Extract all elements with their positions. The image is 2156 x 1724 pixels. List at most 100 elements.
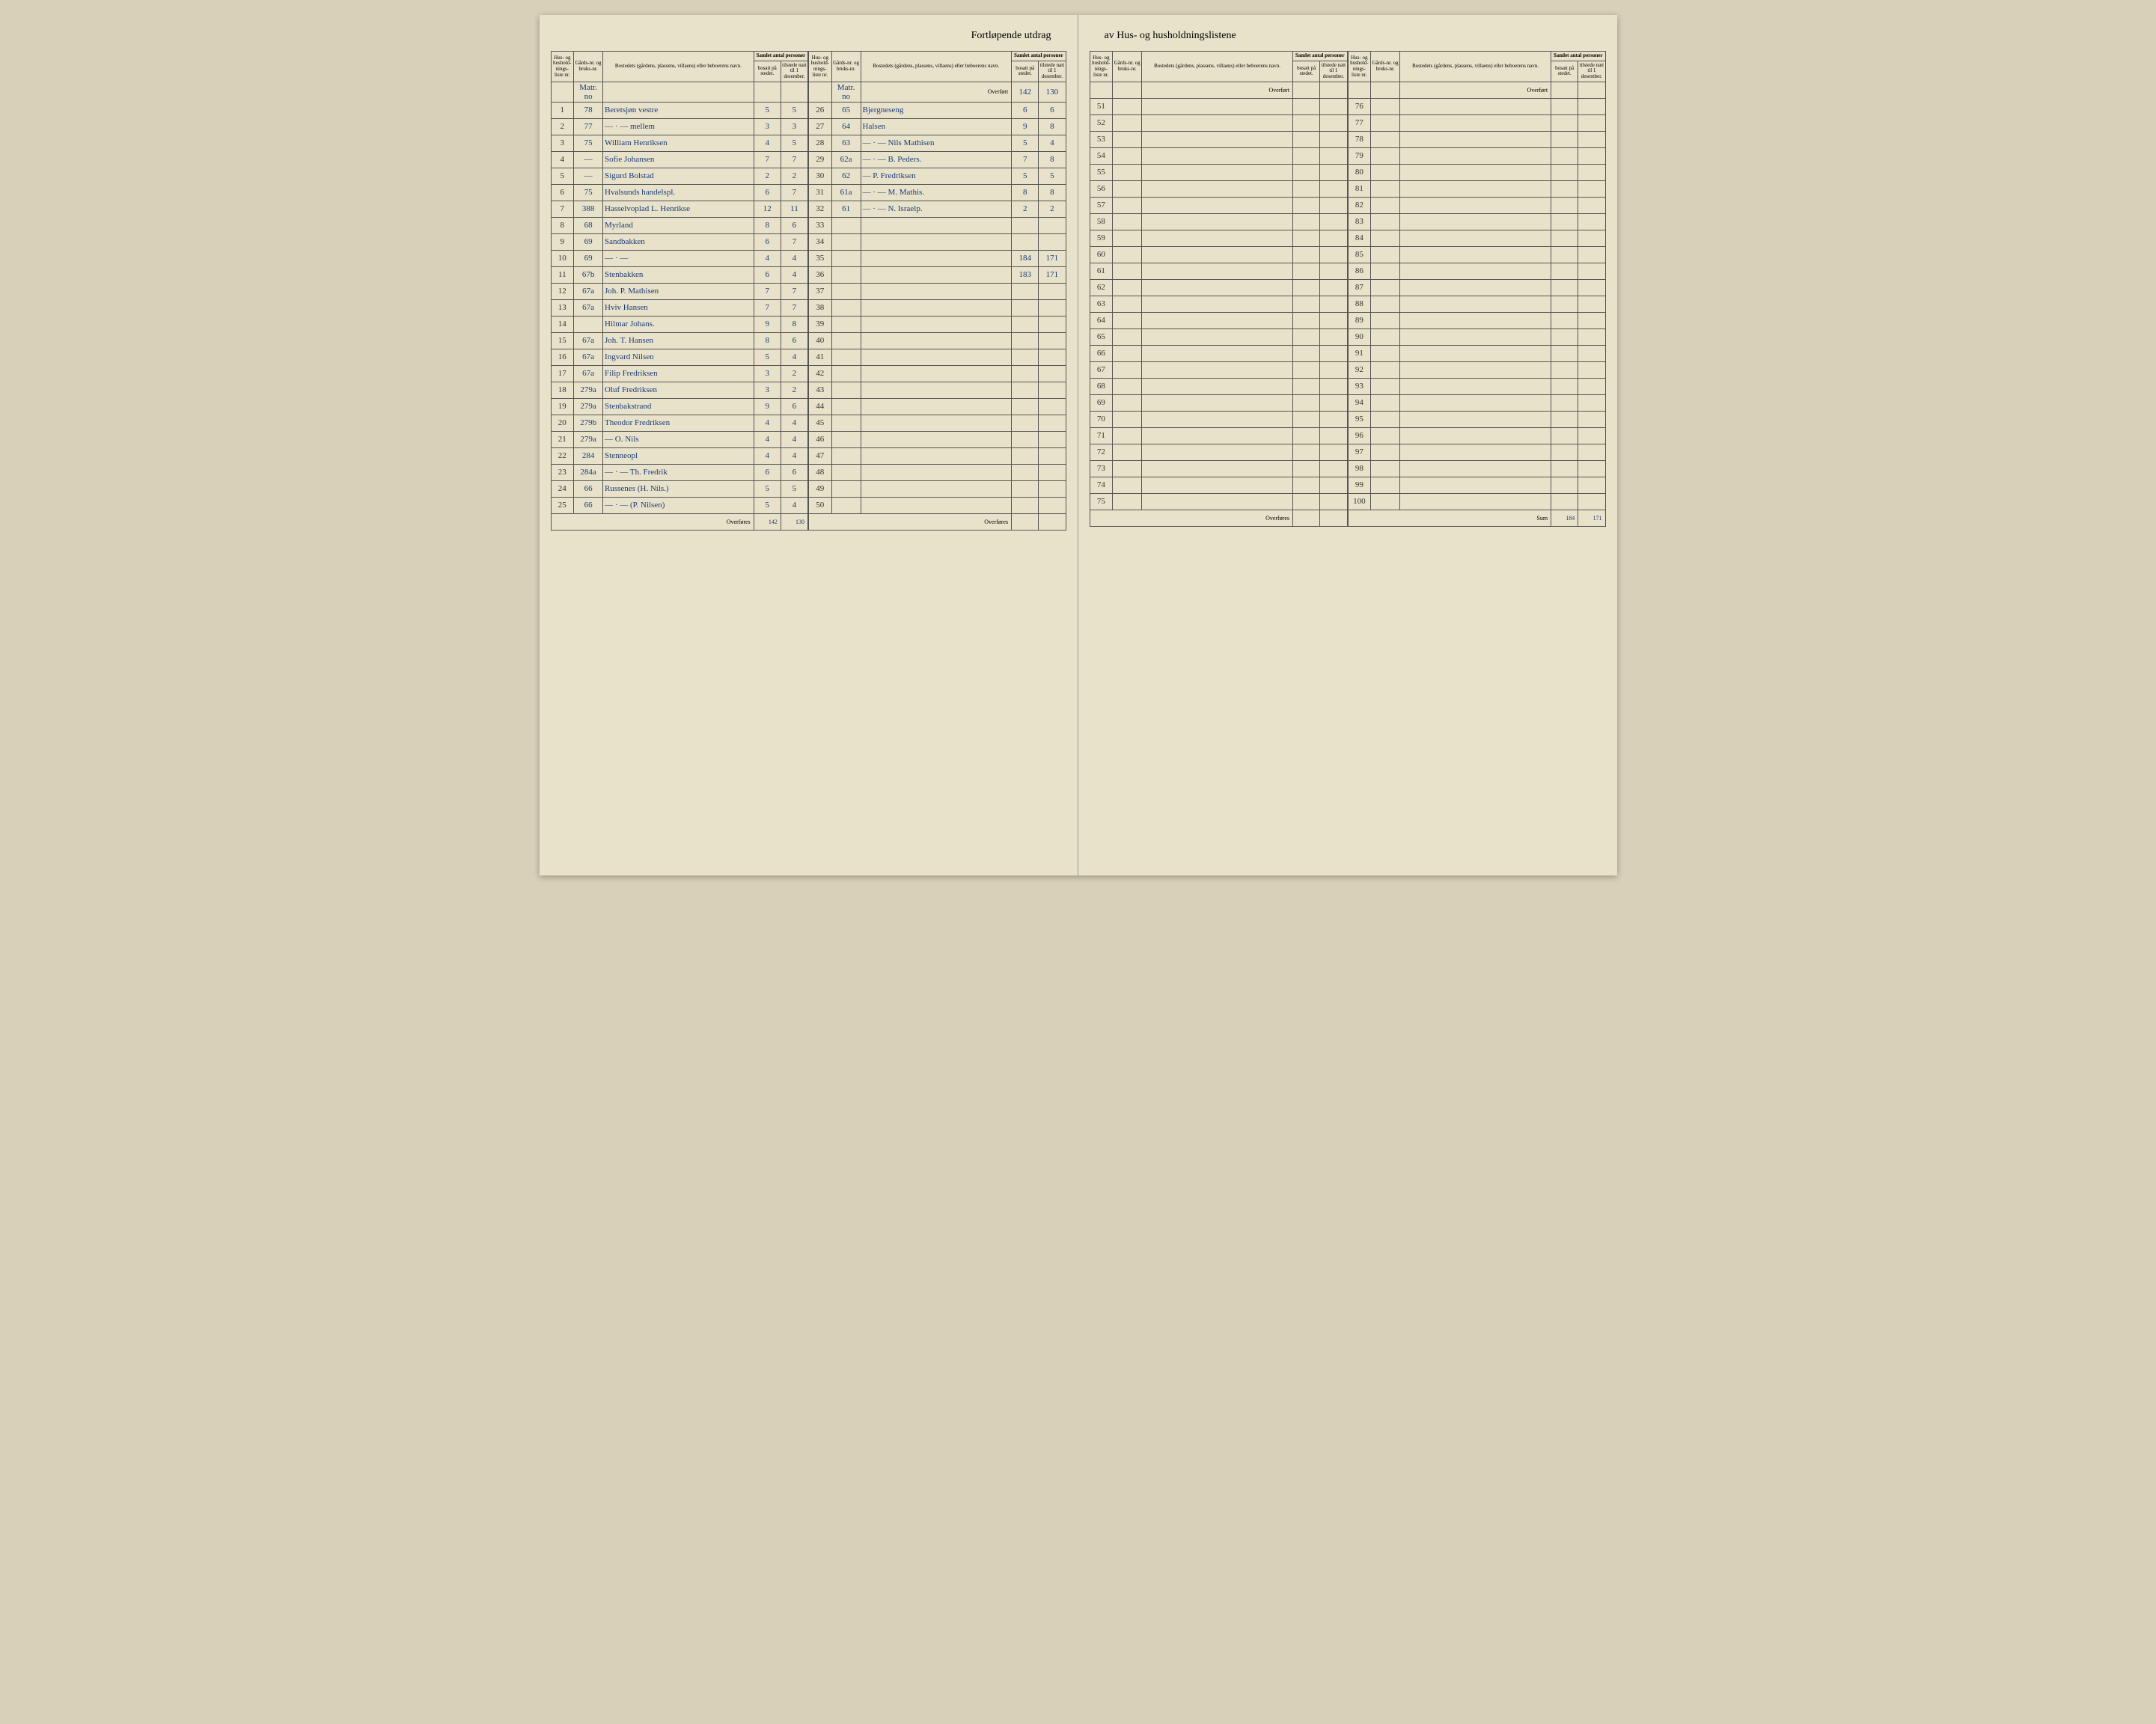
- bosted-name: [861, 382, 1012, 398]
- table-row: 47: [809, 447, 1066, 464]
- overfort-t: 130: [1039, 82, 1066, 102]
- tilstede-val: 4: [781, 349, 807, 365]
- row-num: 65: [1090, 328, 1113, 345]
- row-num: 45: [809, 415, 832, 431]
- table-row: 100: [1348, 493, 1605, 510]
- gards-nr: [831, 447, 861, 464]
- row-num: 9: [551, 233, 574, 250]
- gards-nr: 62a: [831, 151, 861, 168]
- ledger-col1: Hus- og hushold-nings-liste nr. Gårds-nr…: [551, 51, 809, 531]
- table-row: 97: [1348, 444, 1605, 460]
- table-row: 12 67a Joh. P. Mathisen 7 7: [551, 283, 808, 299]
- row-num: 17: [551, 365, 574, 382]
- tilstede-val: 7: [781, 233, 807, 250]
- table-row: 33: [809, 217, 1066, 233]
- bosatt-val: 8: [1012, 184, 1039, 201]
- gards-nr: 67a: [574, 332, 603, 349]
- gards-nr: [831, 250, 861, 266]
- row-num: 48: [809, 464, 832, 480]
- bosatt-val: 6: [754, 184, 781, 201]
- tilstede-val: 5: [1039, 168, 1066, 184]
- row-num: 16: [551, 349, 574, 365]
- table-row: 69: [1090, 394, 1347, 411]
- bosatt-val: 6: [1012, 102, 1039, 118]
- gards-nr: [831, 283, 861, 299]
- tilstede-val: [1039, 382, 1066, 398]
- bosatt-val: 4: [754, 135, 781, 151]
- ledger-col3: Hus- og hushold-nings-liste nr. Gårds-nr…: [1090, 51, 1348, 527]
- tilstede-val: 11: [781, 201, 807, 217]
- tilstede-val: 2: [781, 382, 807, 398]
- bosatt-val: 3: [754, 118, 781, 135]
- bosatt-val: 3: [754, 365, 781, 382]
- bosted-name: [861, 497, 1012, 513]
- row-num: 33: [809, 217, 832, 233]
- table-row: 89: [1348, 312, 1605, 328]
- bosted-name: Joh. T. Hansen: [603, 332, 754, 349]
- row-num: 43: [809, 382, 832, 398]
- tilstede-val: [1039, 497, 1066, 513]
- row-num: 59: [1090, 230, 1113, 246]
- bosatt-val: 183: [1012, 266, 1039, 283]
- tilstede-val: 8: [1039, 118, 1066, 135]
- table-row: 20 279b Theodor Fredriksen 4 4: [551, 415, 808, 431]
- tilstede-val: 4: [781, 415, 807, 431]
- tilstede-val: [1039, 464, 1066, 480]
- row-num: 21: [551, 431, 574, 447]
- bosatt-val: 6: [754, 464, 781, 480]
- table-row: 9 69 Sandbakken 6 7: [551, 233, 808, 250]
- gards-nr: 75: [574, 184, 603, 201]
- row-num: 75: [1090, 493, 1113, 510]
- gards-nr: [831, 431, 861, 447]
- bosted-name: Stenbakstrand: [603, 398, 754, 415]
- bosted-name: — O. Nils: [603, 431, 754, 447]
- table-row: 87: [1348, 279, 1605, 296]
- table-row: 44: [809, 398, 1066, 415]
- row-num: 96: [1348, 427, 1371, 444]
- table-row: 99: [1348, 477, 1605, 493]
- bosted-name: — · — Nils Mathisen: [861, 135, 1012, 151]
- row-num: 80: [1348, 164, 1371, 180]
- row-num: 2: [551, 118, 574, 135]
- bosatt-val: 12: [754, 201, 781, 217]
- gards-nr: [831, 464, 861, 480]
- row-num: 28: [809, 135, 832, 151]
- row-num: 18: [551, 382, 574, 398]
- bosatt-val: [1012, 365, 1039, 382]
- hdr-samlet: Samlet antal personer: [1551, 52, 1605, 61]
- final-sum-b: 184: [1551, 510, 1578, 526]
- gards-nr: 78: [574, 102, 603, 118]
- overfort-label: Overført: [1142, 82, 1293, 98]
- row-num: 58: [1090, 213, 1113, 230]
- row-num: 79: [1348, 147, 1371, 164]
- gards-nr: 61: [831, 201, 861, 217]
- table-row: 10 69 — · — 4 4: [551, 250, 808, 266]
- row-num: 7: [551, 201, 574, 217]
- row-num: 69: [1090, 394, 1113, 411]
- bosted-name: — · — B. Peders.: [861, 151, 1012, 168]
- bosatt-val: 8: [754, 217, 781, 233]
- bosatt-val: [1012, 349, 1039, 365]
- hdr-liste: Hus- og hushold-nings-liste nr.: [1090, 52, 1113, 82]
- right-page: av Hus- og husholdningslistene Hus- og h…: [1078, 15, 1617, 875]
- hdr-samlet: Samlet antal personer: [754, 52, 807, 61]
- bosatt-val: 7: [754, 151, 781, 168]
- gards-nr: [831, 365, 861, 382]
- row-num: 35: [809, 250, 832, 266]
- table-row: 50: [809, 497, 1066, 513]
- row-num: 50: [809, 497, 832, 513]
- table-row: 52: [1090, 114, 1347, 131]
- bosatt-val: [1012, 480, 1039, 497]
- table-row: 23 284a — · — Th. Fredrik 6 6: [551, 464, 808, 480]
- row-num: 44: [809, 398, 832, 415]
- gards-nr: 284: [574, 447, 603, 464]
- table-row: 62: [1090, 279, 1347, 296]
- table-row: 78: [1348, 131, 1605, 147]
- tilstede-val: 171: [1039, 250, 1066, 266]
- tilstede-val: 4: [781, 250, 807, 266]
- row-num: 81: [1348, 180, 1371, 197]
- tilstede-val: 6: [1039, 102, 1066, 118]
- bosted-name: [861, 250, 1012, 266]
- hdr-bosted: Bostedets (gårdens, plassens, villaens) …: [603, 52, 754, 82]
- hdr-gards: Gårds-nr. og bruks-nr.: [831, 52, 861, 82]
